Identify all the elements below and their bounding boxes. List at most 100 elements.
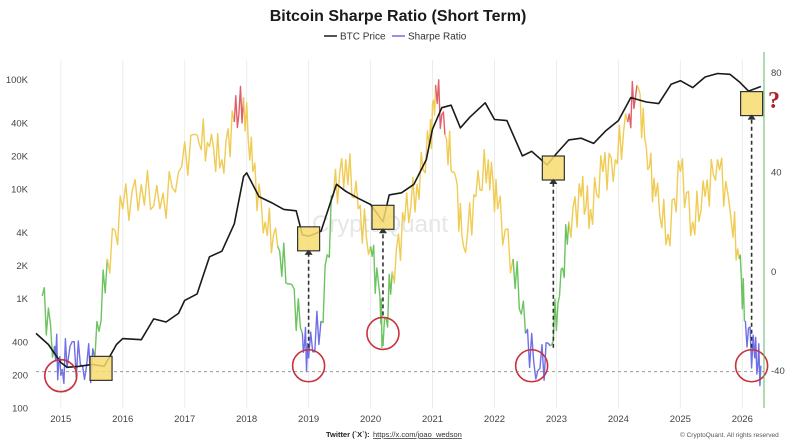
sharpe-ratio-segment: [159, 170, 180, 219]
highlight-box: [541, 155, 565, 181]
y-right-tick-label: 0: [771, 267, 776, 278]
bottom-signal-circle: [43, 358, 78, 393]
sharpe-ratio-segment: [252, 162, 266, 234]
sharpe-series-layer: [41, 79, 762, 387]
footer-copyright: © CryptoQuant. All rights reserved: [680, 431, 779, 439]
sharpe-ratio-segment: [264, 207, 279, 254]
bottom-signal-circle: [291, 348, 326, 383]
x-tick-label: 2020: [360, 414, 381, 425]
sharpe-ratio-segment: [428, 84, 437, 150]
arrow-head: [304, 248, 313, 255]
highlight-box: [89, 355, 113, 381]
sharpe-ratio-segment: [738, 254, 746, 322]
sharpe-ratio-segment: [744, 320, 756, 369]
axes-layer: 2015 2016 2017 2018 2019 2020 2021 2022 2023 2024…: [6, 52, 785, 425]
footer: Twitter (`X`): https://x.com/joao_wedson…: [326, 430, 779, 439]
y-left-tick-label: 100K: [6, 75, 29, 86]
sharpe-ratio-segment: [81, 343, 96, 384]
sharpe-ratio-segment: [233, 85, 245, 129]
sharpe-ratio-segment: [496, 195, 514, 274]
question-mark: ?: [768, 88, 780, 114]
sharpe-ratio-segment: [580, 175, 592, 230]
sharpe-ratio-segment: [614, 113, 629, 165]
sharpe-ratio-segment: [403, 176, 418, 224]
sharpe-ratio-segment: [568, 183, 582, 239]
sharpe-ratio-segment: [345, 153, 359, 210]
sharpe-ratio-segment: [242, 97, 254, 172]
sharpe-ratio-segment: [453, 171, 465, 247]
x-tick-label: 2015: [50, 414, 71, 425]
highlight-box: [371, 204, 395, 230]
legend-label-sharpe: Sharpe Ratio: [408, 32, 467, 43]
y-left-tick-label: 2K: [16, 261, 28, 272]
y-left-tick-label: 400: [12, 338, 28, 349]
sharpe-ratio-segment: [558, 221, 570, 297]
sharpe-ratio-segment: [177, 133, 198, 176]
arrow-head: [378, 227, 387, 234]
x-tick-label: 2016: [112, 414, 133, 425]
x-tick-label: 2026: [732, 414, 753, 425]
highlight-box: [297, 226, 321, 252]
y-left-tick-label: 10K: [11, 184, 29, 195]
sharpe-ratio-segment: [320, 195, 334, 324]
footer-twitter-link[interactable]: https://x.com/joao_wedson: [373, 430, 462, 439]
sharpe-ratio-segment: [196, 118, 211, 162]
arrow-head: [747, 113, 756, 120]
y-right-tick-label: 40: [771, 167, 782, 178]
x-tick-label: 2018: [236, 414, 257, 425]
sharpe-ratio-segment: [289, 283, 304, 334]
sharpe-ratio-segment: [462, 193, 477, 254]
sharpe-ratio-segment: [645, 146, 657, 203]
y-right-tick-label: 80: [771, 68, 782, 79]
bottom-signal-circle: [366, 316, 400, 351]
y-left-tick-label: 20K: [11, 151, 29, 162]
arrow-head: [549, 178, 558, 185]
highlight-box: [740, 91, 764, 117]
sharpe-ratio-segment: [391, 211, 406, 284]
y-left-tick-label: 4K: [16, 228, 28, 239]
chart-title: Bitcoin Sharpe Ratio (Short Term): [270, 8, 527, 25]
sharpe-ratio-segment: [602, 151, 616, 191]
y-left-tick-label: 100: [12, 404, 28, 415]
sharpe-ratio-segment: [444, 130, 455, 174]
x-tick-label: 2022: [484, 414, 505, 425]
x-tick-label: 2024: [608, 414, 629, 425]
y-right-tick-label: -40: [771, 366, 785, 377]
sharpe-ratio-segment: [524, 328, 539, 380]
legend: BTC Price Sharpe Ratio: [324, 32, 467, 43]
sharpe-ratio-segment: [754, 336, 762, 387]
sharpe-ratio-segment: [106, 195, 124, 274]
sharpe-ratio-segment: [41, 287, 56, 358]
x-tick-label: 2023: [546, 414, 567, 425]
sharpe-ratio-segment: [301, 326, 310, 373]
sharpe-ratio-segment: [654, 182, 669, 246]
legend-label-btc: BTC Price: [340, 32, 386, 43]
x-tick-label: 2017: [174, 414, 195, 425]
sharpe-ratio-segment: [487, 159, 499, 213]
sharpe-ratio-segment: [589, 155, 604, 226]
sharpe-ratio-segment: [512, 258, 527, 334]
sharpe-ratio-segment: [221, 110, 235, 175]
sharpe-ratio-segment: [122, 178, 142, 222]
sharpe-ratio-segment: [692, 180, 706, 236]
sharpe-ratio-segment: [704, 158, 719, 207]
btc-price-line: [35, 72, 762, 369]
sharpe-ratio-segment: [716, 157, 731, 210]
annotation-layer: [36, 91, 769, 393]
sharpe-ratio-segment: [434, 79, 446, 135]
sharpe-ratio-segment: [636, 84, 647, 148]
bottom-signal-circle: [514, 348, 549, 383]
sharpe-ratio-segment: [60, 338, 71, 384]
footer-twitter-label: Twitter (`X`):: [326, 430, 370, 439]
sharpe-ratio-segment: [357, 204, 372, 256]
sharpe-ratio-segment: [475, 148, 489, 197]
x-tick-label: 2025: [670, 414, 691, 425]
sharpe-ratio-segment: [667, 160, 682, 247]
price-series-layer: [35, 72, 762, 369]
sharpe-ratio-segment: [382, 271, 393, 346]
sharpe-ratio-segment: [537, 342, 551, 381]
sharpe-ratio-segment: [549, 295, 561, 347]
sharpe-ratio-segment: [379, 296, 384, 348]
y-left-tick-label: 200: [12, 371, 28, 382]
